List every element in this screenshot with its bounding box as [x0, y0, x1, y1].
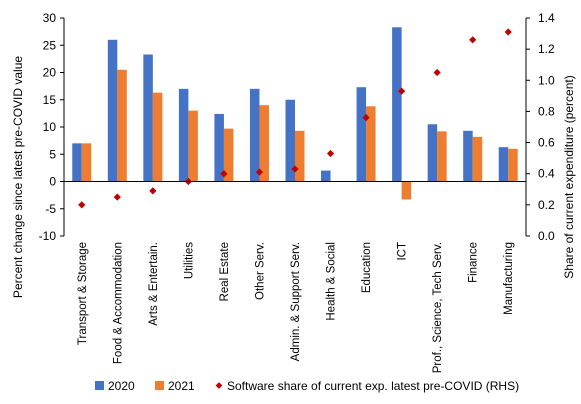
category-label: Manufacturing — [503, 242, 515, 315]
y2-tick-label: 0.0 — [538, 229, 555, 243]
category-label: Arts & Entertain. — [148, 242, 160, 326]
y-tick-label: 20 — [43, 66, 57, 80]
software-share-marker — [255, 168, 264, 176]
bar-2020 — [178, 88, 189, 182]
bar-2021 — [508, 148, 518, 182]
bar-2020 — [107, 39, 118, 182]
bar-2020 — [143, 54, 153, 182]
category-label: Prof., Science, Tech Serv. — [432, 242, 444, 373]
y-tick-label: 15 — [43, 93, 57, 107]
y2-tick-label: 0.6 — [538, 136, 555, 150]
legend-swatch-software-share — [215, 382, 223, 389]
y-tick-label: -10 — [39, 229, 57, 243]
bar-2020 — [214, 113, 224, 182]
software-share-marker — [398, 87, 406, 95]
category-label: Education — [361, 242, 373, 293]
y2-tick-label: 0.2 — [538, 198, 555, 212]
legend-label-2021: 2021 — [168, 379, 195, 393]
y2-tick-label: 1.2 — [538, 42, 555, 56]
axes: -10 -5 0 5 10 15 20 25 30 0.0 0.2 0.4 0.6 0.8 1.0 1.2 1.… — [39, 11, 555, 373]
software-share-marker — [362, 114, 370, 122]
y-tick-label: 25 — [43, 38, 57, 52]
software-share-marker — [469, 36, 477, 44]
bar-2021 — [437, 131, 447, 182]
category-label: Health & Social — [326, 242, 338, 321]
software-share-marker — [326, 149, 335, 158]
bar-2020 — [392, 27, 402, 182]
y-tick-label: 0 — [49, 175, 56, 189]
software-share-marker — [78, 201, 86, 209]
category-label: Utilities — [183, 242, 195, 279]
category-label: Real Estate — [219, 242, 231, 301]
bar-2021 — [152, 92, 163, 182]
category-label: Food & Accommodation — [112, 242, 124, 364]
bar-2020 — [356, 87, 367, 182]
legend-swatch-2021 — [155, 381, 164, 390]
y2-tick-label: 0.8 — [538, 104, 555, 118]
bar-2021 — [81, 143, 92, 182]
software-share-marker — [149, 187, 157, 195]
category-label: ICT — [397, 242, 409, 261]
y2-tick-label: 0.4 — [538, 167, 555, 181]
y2-tick-label: 1.0 — [538, 73, 555, 87]
bar-2020 — [285, 99, 295, 182]
legend-swatch-2020 — [95, 381, 104, 390]
category-label: Finance — [468, 242, 480, 283]
legend-label-software-share: Software share of current exp. latest pr… — [227, 379, 519, 393]
software-share-marker — [504, 28, 512, 36]
category-label: Other Serv. — [254, 242, 266, 300]
bar-2020 — [321, 170, 331, 182]
bar-2021 — [188, 110, 198, 182]
bar-2021 — [295, 130, 305, 182]
legend: 2020 2021 Software share of current exp. l… — [95, 379, 519, 393]
plot-area — [72, 27, 518, 209]
bar-2020 — [72, 143, 82, 182]
bar-2021 — [401, 181, 412, 200]
bar-2020 — [463, 130, 473, 182]
software-share-marker — [433, 68, 441, 77]
bar-2021 — [366, 106, 376, 182]
software-share-marker — [113, 193, 121, 201]
bar-2020 — [249, 88, 260, 182]
bar-2021 — [117, 69, 127, 182]
software-share-marker — [220, 170, 228, 178]
y-tick-label: 5 — [49, 147, 56, 161]
y-tick-label: -5 — [45, 202, 56, 216]
y2-axis-title: Share of current expenditure (percent) — [562, 75, 576, 278]
category-label: Admin. & Support Serv. — [290, 242, 302, 361]
y2-tick-label: 1.4 — [538, 11, 555, 25]
y-tick-label: 10 — [43, 120, 57, 134]
bar-2021 — [223, 128, 234, 182]
bar-2020 — [498, 147, 509, 182]
category-label: Transport & Storage — [77, 242, 89, 345]
y-axis-title: Percent change since latest pre-COVID va… — [11, 56, 25, 298]
software-share-marker — [291, 165, 299, 173]
bar-2021 — [472, 136, 483, 182]
y-tick-label: 30 — [43, 11, 57, 25]
bar-2020 — [427, 124, 438, 182]
bar-2021 — [259, 105, 269, 182]
legend-label-2020: 2020 — [108, 379, 135, 393]
